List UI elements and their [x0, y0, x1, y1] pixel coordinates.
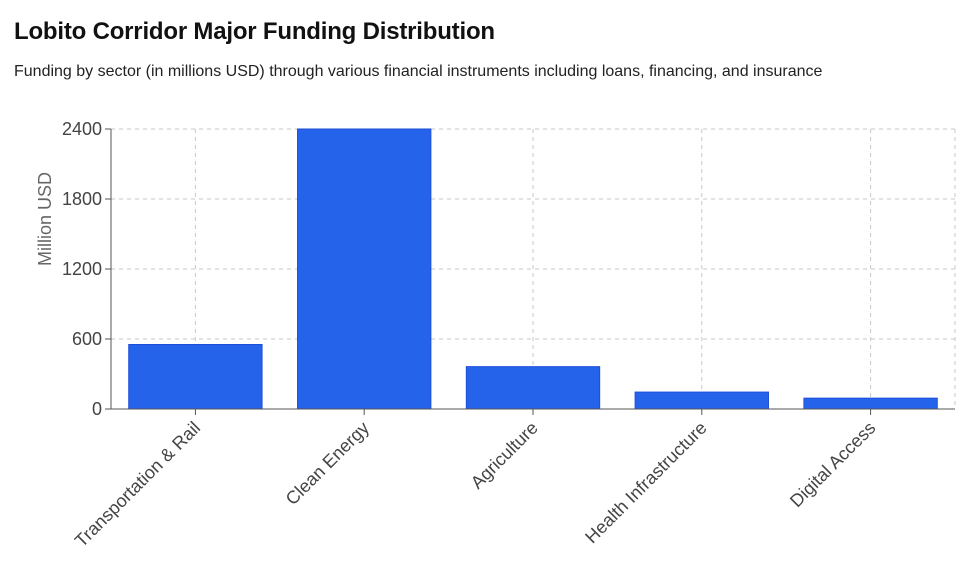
x-tick-label: Clean Energy [282, 418, 373, 509]
x-tick-label: Agriculture [467, 418, 542, 493]
chart-subtitle: Funding by sector (in millions USD) thro… [14, 63, 823, 80]
x-tick-labels: Transportation & Rail Clean Energy Agricul… [71, 409, 879, 551]
y-tick-label: 2400 [62, 119, 102, 139]
x-tick-label: Digital Access [786, 418, 879, 511]
y-tick-labels: 0 600 1200 1800 2400 [62, 119, 111, 419]
chart-title: Lobito Corridor Major Funding Distributi… [14, 18, 495, 45]
bar [297, 128, 432, 410]
y-tick-label: 600 [72, 329, 102, 349]
y-axis-title: Million USD [35, 172, 55, 266]
x-tick-label: Health Infrastructure [581, 418, 710, 547]
bar [465, 366, 601, 410]
y-tick-label: 1800 [62, 189, 102, 209]
bar [803, 397, 938, 410]
bars [128, 128, 938, 410]
bar [634, 391, 769, 410]
y-tick-label: 0 [92, 399, 102, 419]
x-tick-label: Transportation & Rail [71, 418, 204, 551]
y-tick-label: 1200 [62, 259, 102, 279]
bar [128, 343, 263, 410]
